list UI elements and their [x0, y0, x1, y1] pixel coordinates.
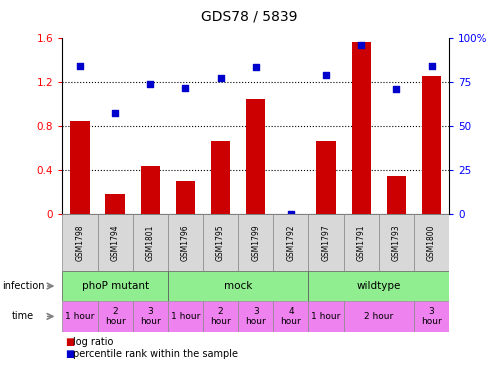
Text: GSM1796: GSM1796 — [181, 224, 190, 261]
Text: 2
hour: 2 hour — [210, 307, 231, 326]
Bar — [211, 141, 230, 214]
Bar — [168, 301, 203, 332]
Bar — [422, 76, 441, 214]
Bar — [62, 271, 168, 301]
Bar — [308, 301, 344, 332]
Bar — [308, 214, 344, 271]
Bar — [97, 301, 133, 332]
Text: GSM1795: GSM1795 — [216, 224, 225, 261]
Bar — [238, 301, 273, 332]
Text: ■: ■ — [65, 349, 74, 359]
Text: GDS78 / 5839: GDS78 / 5839 — [201, 10, 298, 23]
Point — [322, 72, 330, 78]
Bar — [308, 271, 449, 301]
Bar — [133, 301, 168, 332]
Bar — [351, 42, 371, 214]
Text: 3
hour: 3 hour — [140, 307, 161, 326]
Bar — [203, 301, 238, 332]
Bar — [273, 301, 308, 332]
Bar — [105, 194, 125, 214]
Bar — [141, 166, 160, 214]
Text: GSM1791: GSM1791 — [357, 224, 366, 261]
Point — [428, 63, 436, 68]
Bar — [379, 214, 414, 271]
Bar — [316, 141, 336, 214]
Text: ■: ■ — [65, 337, 74, 347]
Point — [357, 42, 365, 48]
Bar — [246, 99, 265, 214]
Bar — [97, 214, 133, 271]
Text: percentile rank within the sample: percentile rank within the sample — [73, 349, 239, 359]
Bar — [62, 301, 97, 332]
Text: GSM1797: GSM1797 — [321, 224, 330, 261]
Bar — [70, 121, 90, 214]
Text: mock: mock — [224, 281, 252, 291]
Text: GSM1801: GSM1801 — [146, 224, 155, 261]
Point — [182, 86, 190, 92]
Text: GSM1799: GSM1799 — [251, 224, 260, 261]
Text: log ratio: log ratio — [73, 337, 114, 347]
Bar — [133, 214, 168, 271]
Bar — [62, 214, 97, 271]
Text: GSM1798: GSM1798 — [75, 224, 84, 261]
Text: time: time — [11, 311, 33, 321]
Bar — [238, 214, 273, 271]
Text: GSM1792: GSM1792 — [286, 224, 295, 261]
Bar — [344, 214, 379, 271]
Text: 1 hour: 1 hour — [311, 312, 341, 321]
Bar — [273, 214, 308, 271]
Text: GSM1800: GSM1800 — [427, 224, 436, 261]
Text: 1 hour: 1 hour — [65, 312, 95, 321]
Text: 2
hour: 2 hour — [105, 307, 125, 326]
Text: 1 hour: 1 hour — [171, 312, 200, 321]
Text: GSM1794: GSM1794 — [111, 224, 120, 261]
Bar — [168, 271, 308, 301]
Point — [287, 211, 295, 217]
Text: phoP mutant: phoP mutant — [81, 281, 149, 291]
Point — [111, 110, 119, 116]
Bar — [414, 214, 449, 271]
Point — [392, 86, 400, 92]
Point — [217, 75, 225, 81]
Point — [251, 64, 259, 70]
Point — [76, 63, 84, 68]
Bar — [203, 214, 238, 271]
Text: wildtype: wildtype — [357, 281, 401, 291]
Text: 3
hour: 3 hour — [421, 307, 442, 326]
Point — [146, 81, 154, 87]
Text: 2 hour: 2 hour — [364, 312, 393, 321]
Text: 3
hour: 3 hour — [246, 307, 266, 326]
Text: GSM1793: GSM1793 — [392, 224, 401, 261]
Text: 4
hour: 4 hour — [280, 307, 301, 326]
Bar — [344, 301, 414, 332]
Bar — [414, 301, 449, 332]
Bar — [168, 214, 203, 271]
Text: infection: infection — [2, 281, 45, 291]
Bar — [176, 181, 195, 214]
Bar — [387, 176, 406, 214]
